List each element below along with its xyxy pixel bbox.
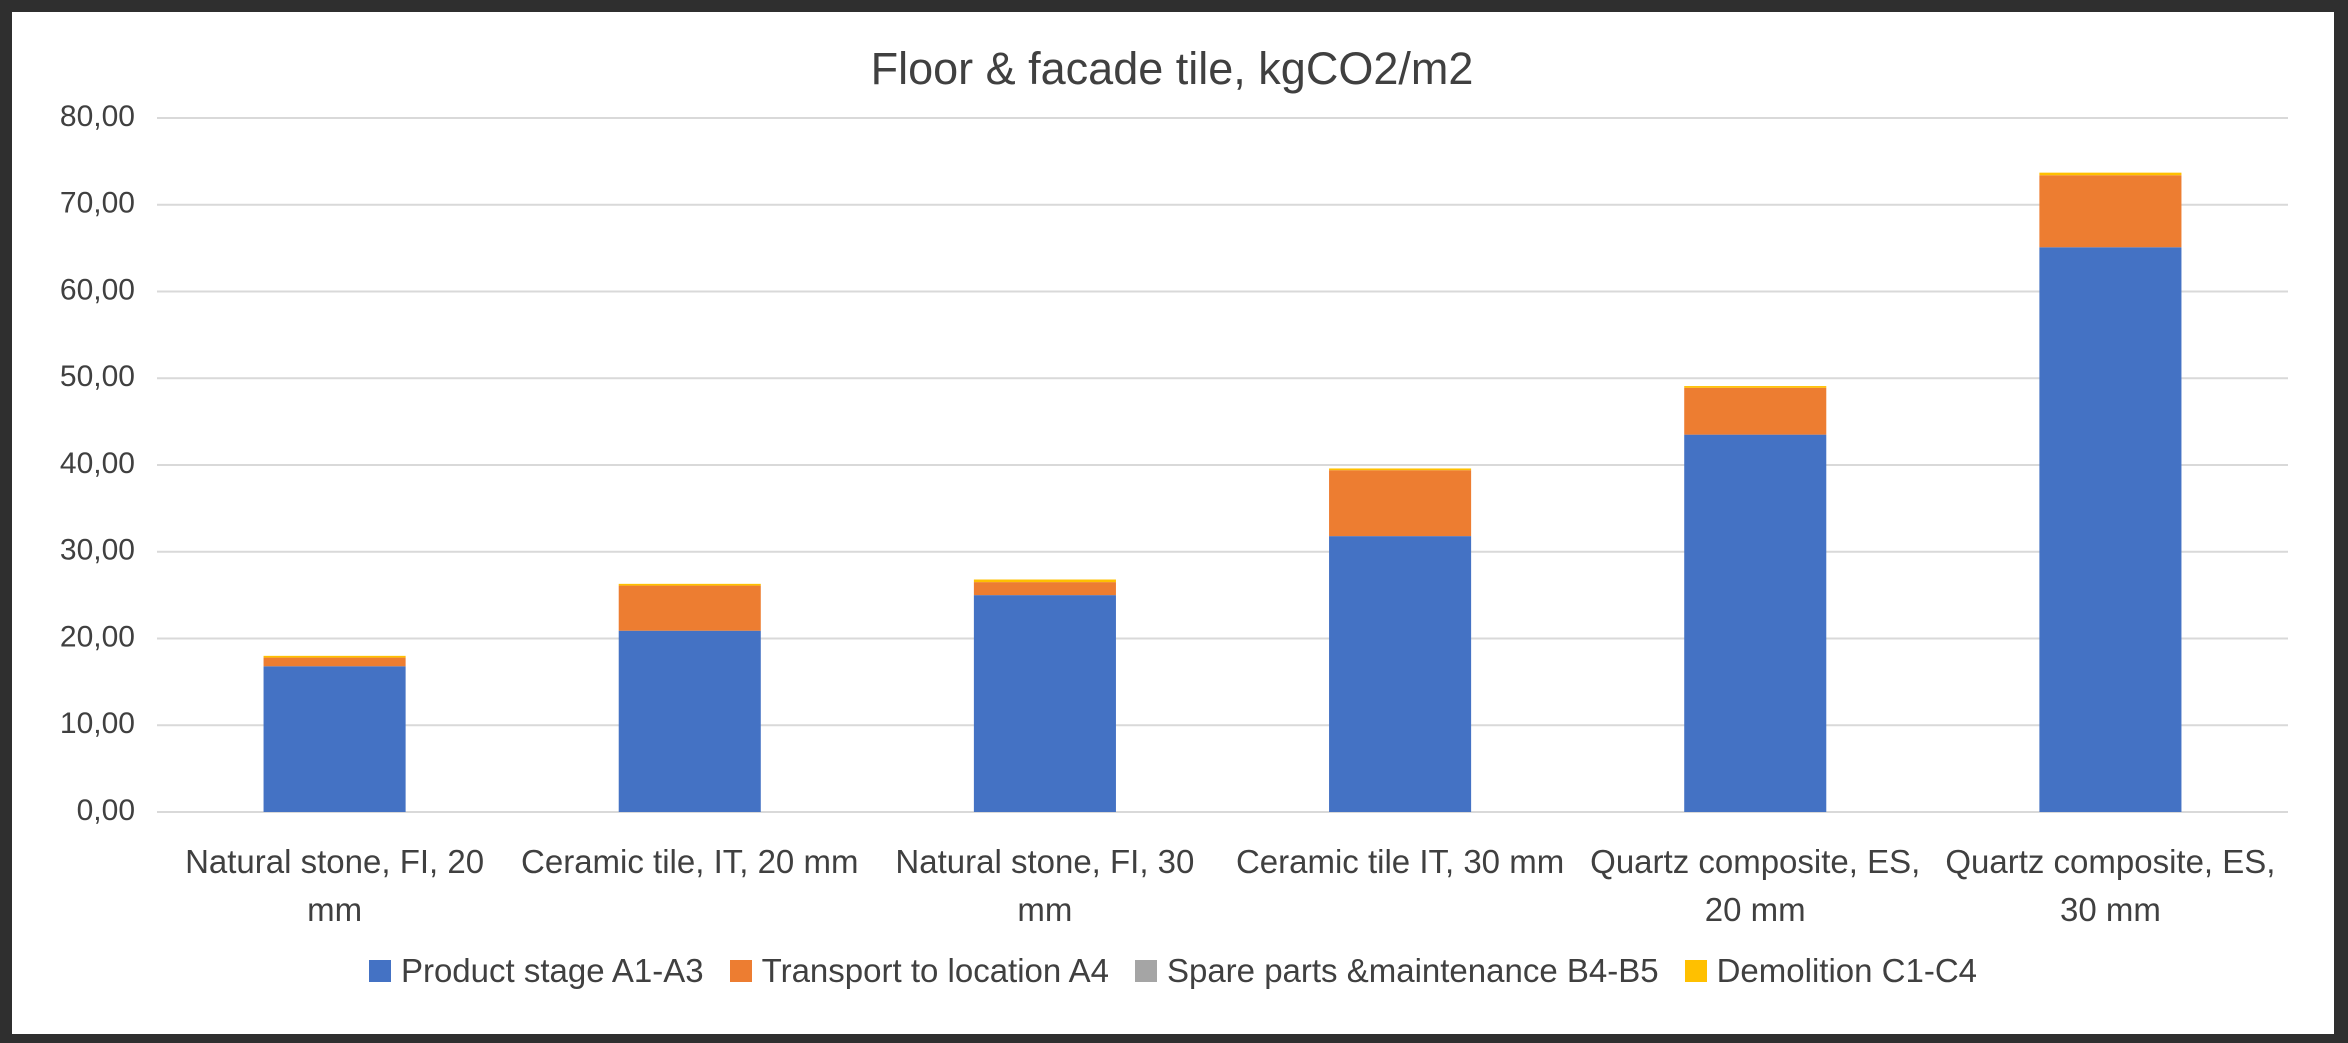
- legend-label: Demolition C1-C4: [1717, 952, 1977, 990]
- y-tick-label: 20,00: [60, 620, 135, 653]
- legend-swatch: [1685, 960, 1707, 982]
- legend-label: Transport to location A4: [762, 952, 1109, 990]
- y-tick-label: 0,00: [77, 794, 135, 827]
- legend-item: Transport to location A4: [730, 952, 1109, 990]
- page: html, body { margin: 0; padding: 0; } bo…: [0, 0, 2348, 1043]
- bar-segment: [619, 586, 761, 631]
- bar-segment: [2039, 247, 2181, 812]
- bar-segment: [1329, 468, 1471, 470]
- bar-segment: [1329, 536, 1471, 812]
- y-tick-label: 70,00: [60, 187, 135, 220]
- chart-title: Floor & facade tile, kgCO2/m2: [871, 43, 1474, 94]
- bar-segment: [974, 580, 1116, 583]
- bar-segment: [1684, 435, 1826, 812]
- y-tick-label: 40,00: [60, 447, 135, 480]
- x-tick-label: Ceramic tile IT, 30 mm: [1223, 838, 1578, 886]
- y-tick-label: 80,00: [60, 100, 135, 133]
- x-tick-label: Quartz composite, ES, 30 mm: [1933, 838, 2288, 934]
- y-tick-label: 60,00: [60, 273, 135, 306]
- legend-label: Product stage A1-A3: [401, 952, 704, 990]
- screenshot: Floor & facade tile, kgCO2/m2 0,00 10,00 2…: [0, 0, 2348, 1043]
- legend-item: Spare parts &maintenance B4-B5: [1135, 952, 1659, 990]
- bar-segment: [1329, 470, 1471, 536]
- legend-swatch: [1135, 960, 1157, 982]
- legend-label: Spare parts &maintenance B4-B5: [1167, 952, 1659, 990]
- y-tick-label: 30,00: [60, 534, 135, 567]
- legend-swatch: [369, 960, 391, 982]
- bar-segment: [1684, 388, 1826, 435]
- bar-segment: [1684, 386, 1826, 388]
- x-tick-label: Quartz composite, ES, 20 mm: [1578, 838, 1933, 934]
- bar-segment: [974, 582, 1116, 595]
- legend: Product stage A1-A3 Transport to location…: [12, 952, 2334, 990]
- bar-segment: [264, 656, 406, 658]
- bar-segment: [2039, 173, 2181, 176]
- chart-panel: Floor & facade tile, kgCO2/m2 0,00 10,00 2…: [12, 12, 2334, 1034]
- x-tick-label: Natural stone, FI, 30 mm: [867, 838, 1222, 934]
- legend-item: Demolition C1-C4: [1685, 952, 1977, 990]
- legend-item: Product stage A1-A3: [369, 952, 704, 990]
- bar-segment: [619, 631, 761, 812]
- bar-segment: [264, 666, 406, 812]
- bar-segment: [264, 658, 406, 667]
- legend-swatch: [730, 960, 752, 982]
- y-tick-label: 10,00: [60, 707, 135, 740]
- y-tick-label: 50,00: [60, 360, 135, 393]
- bar-segment: [974, 595, 1116, 812]
- x-tick-label: Natural stone, FI, 20 mm: [157, 838, 512, 934]
- x-tick-label: Ceramic tile, IT, 20 mm: [512, 838, 867, 886]
- bar-segment: [619, 584, 761, 586]
- bar-segment: [2039, 175, 2181, 247]
